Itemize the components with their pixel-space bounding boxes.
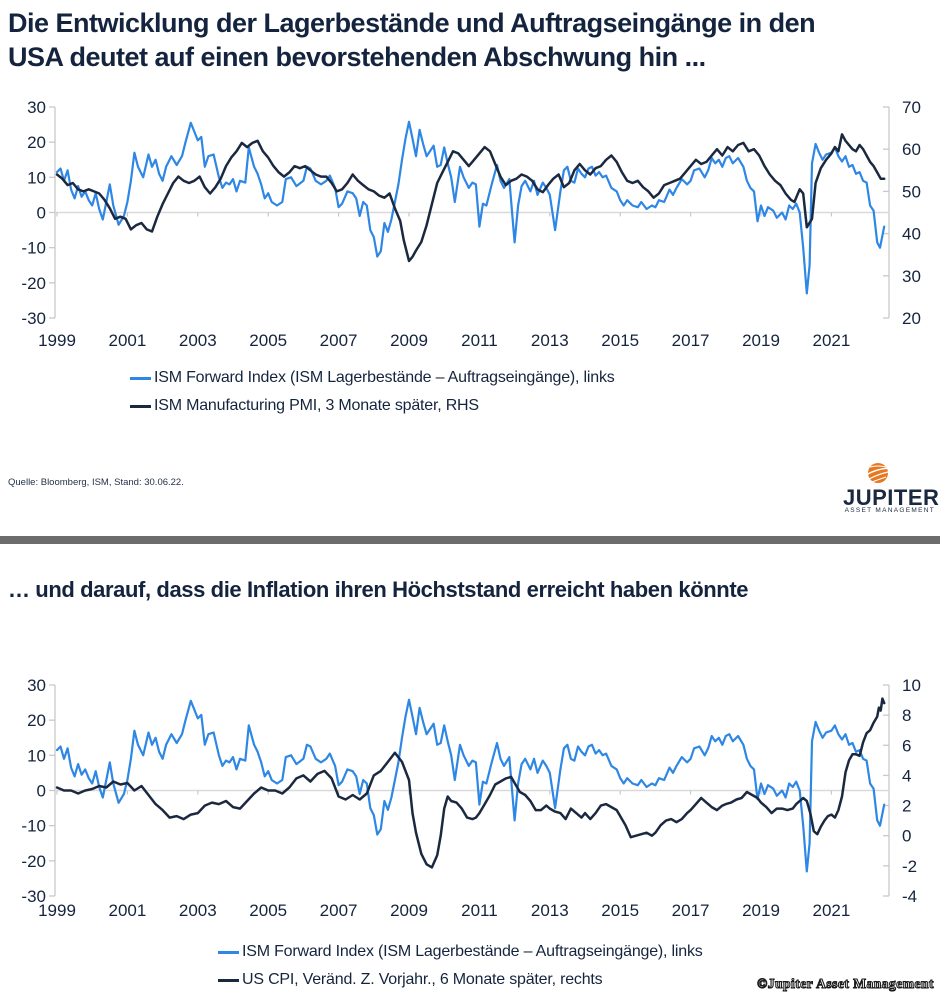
legend-item: ISM Manufacturing PMI, 3 Monate später, … bbox=[130, 392, 615, 420]
x-axis-label: 2001 bbox=[108, 331, 146, 350]
copyright-watermark: ©Jupiter Asset Management bbox=[757, 975, 934, 991]
page-title-line2: USA deutet auf einen bevorstehenden Absc… bbox=[8, 42, 706, 72]
left-axis-label: 30 bbox=[27, 678, 46, 695]
x-axis-label: 2019 bbox=[742, 901, 780, 920]
chart1-legend: ISM Forward Index (ISM Lagerbestände – A… bbox=[130, 364, 615, 420]
page-title-line1: Die Entwicklung der Lagerbestände und Au… bbox=[8, 8, 816, 38]
x-axis-label: 2003 bbox=[179, 901, 217, 920]
section2-title: … und darauf, dass die Inflation ihren H… bbox=[8, 577, 749, 602]
right-axis-label: 30 bbox=[902, 267, 921, 286]
x-axis-label: 2015 bbox=[601, 901, 639, 920]
chart2-legend: ISM Forward Index (ISM Lagerbestände – A… bbox=[218, 938, 703, 994]
jupiter-logo-subtitle: ASSET MANAGEMENT bbox=[844, 507, 935, 514]
x-axis-label: 2021 bbox=[812, 331, 850, 350]
legend-item: ISM Forward Index (ISM Lagerbestände – A… bbox=[130, 364, 615, 392]
x-axis-label: 2013 bbox=[531, 901, 569, 920]
series-line-us-cpi bbox=[55, 697, 886, 869]
series-line-ism-forward-index bbox=[55, 120, 886, 295]
legend-item: US CPI, Veränd. Z. Vorjahr., 6 Monate sp… bbox=[218, 966, 703, 994]
right-axis-label: 4 bbox=[902, 766, 911, 785]
left-axis-label: -30 bbox=[21, 309, 46, 328]
x-axis-label: 2005 bbox=[249, 901, 287, 920]
x-axis-label: 1999 bbox=[38, 331, 76, 350]
legend-item: ISM Forward Index (ISM Lagerbestände – A… bbox=[218, 938, 703, 966]
right-axis-label: 20 bbox=[902, 309, 921, 328]
right-axis-label: -4 bbox=[902, 887, 917, 906]
legend-swatch-navy bbox=[218, 978, 239, 982]
x-axis-label: 2017 bbox=[672, 901, 710, 920]
legend-swatch-navy bbox=[130, 404, 151, 408]
right-axis-label: 8 bbox=[902, 706, 911, 725]
left-axis-label: -10 bbox=[21, 817, 46, 836]
jupiter-logo-wordmark: JUPITER bbox=[843, 485, 940, 510]
x-axis-label: 2015 bbox=[601, 331, 639, 350]
left-axis-label: 20 bbox=[27, 133, 46, 152]
x-axis-label: 2011 bbox=[461, 331, 498, 350]
x-axis-label: 2009 bbox=[390, 901, 428, 920]
left-axis-label: -30 bbox=[21, 887, 46, 906]
left-axis-label: 10 bbox=[27, 746, 46, 765]
legend-label: US CPI, Veränd. Z. Vorjahr., 6 Monate sp… bbox=[242, 971, 603, 988]
series-line-ism-pmi bbox=[55, 133, 886, 263]
x-axis-label: 2011 bbox=[461, 901, 498, 920]
right-axis-label: 40 bbox=[902, 225, 921, 244]
x-axis-label: 2001 bbox=[108, 901, 146, 920]
left-axis-label: -20 bbox=[21, 274, 46, 293]
right-axis-label: 50 bbox=[902, 182, 921, 201]
source-note: Quelle: Bloomberg, ISM, Stand: 30.06.22. bbox=[8, 477, 184, 488]
x-axis-label: 2003 bbox=[179, 331, 217, 350]
x-axis-label: 2013 bbox=[531, 331, 569, 350]
x-axis-label: 2009 bbox=[390, 331, 428, 350]
x-axis-label: 2021 bbox=[812, 901, 850, 920]
legend-label: ISM Forward Index (ISM Lagerbestände – A… bbox=[154, 369, 615, 386]
right-axis-label: 2 bbox=[902, 797, 911, 816]
left-axis-label: 0 bbox=[37, 782, 46, 801]
right-axis-label: 6 bbox=[902, 736, 911, 755]
x-axis-label: 2019 bbox=[742, 331, 780, 350]
page-title: Die Entwicklung der Lagerbestände und Au… bbox=[8, 6, 932, 74]
x-axis-label: 2007 bbox=[320, 331, 358, 350]
legend-label: ISM Forward Index (ISM Lagerbestände – A… bbox=[242, 943, 703, 960]
right-axis-label: 70 bbox=[902, 100, 921, 117]
legend-swatch-blue bbox=[130, 376, 151, 380]
right-axis-label: 0 bbox=[902, 827, 911, 846]
chart-ism-forward-vs-pmi: 30 20 10 0 -10 -20 -30 70 60 50 40 30 20 1999 2001 2003… bbox=[21, 100, 921, 350]
left-axis-label: 0 bbox=[37, 204, 46, 223]
series-line-ism-forward-index bbox=[55, 698, 886, 873]
left-axis-label: -10 bbox=[21, 239, 46, 258]
legend-swatch-blue bbox=[218, 950, 239, 954]
left-axis-label: 10 bbox=[27, 168, 46, 187]
x-axis-label: 2007 bbox=[320, 901, 358, 920]
left-axis-label: -20 bbox=[21, 852, 46, 871]
right-axis-label: 60 bbox=[902, 140, 921, 159]
left-axis-label: 20 bbox=[27, 711, 46, 730]
right-axis-label: 10 bbox=[902, 678, 921, 695]
x-axis-label: 2017 bbox=[672, 331, 710, 350]
legend-label: ISM Manufacturing PMI, 3 Monate später, … bbox=[154, 397, 479, 414]
x-axis-label: 2005 bbox=[249, 331, 287, 350]
jupiter-planet-icon bbox=[865, 463, 890, 483]
right-axis-label: -2 bbox=[902, 857, 917, 876]
left-axis-label: 30 bbox=[27, 100, 46, 117]
x-axis-label: 1999 bbox=[38, 901, 76, 920]
section-divider bbox=[0, 536, 940, 544]
